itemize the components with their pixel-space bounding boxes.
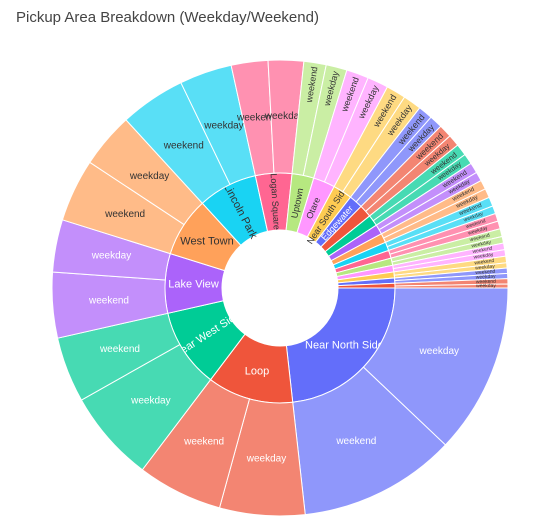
sector-label-austin-weekday: weekday bbox=[467, 225, 488, 236]
sector-label-near-west-side-weekend: weekend bbox=[99, 344, 140, 355]
sector-south-shore-weekday[interactable] bbox=[394, 283, 509, 289]
sector-label-lincoln-square-weekend: weekend bbox=[472, 246, 493, 256]
sector-label-loop-weekday: weekday bbox=[246, 453, 286, 464]
chart-title: Pickup Area Breakdown (Weekday/Weekend) bbox=[16, 9, 319, 26]
sector-label-lincoln-square-weekday: weekday bbox=[473, 252, 494, 261]
sector-label-lake-view-weekend: weekend bbox=[88, 296, 129, 307]
sector-label-logan-square: Logan Square bbox=[269, 173, 282, 230]
sector-label-irving-park-weekend: weekend bbox=[475, 269, 496, 277]
sector-label-rogers-park-weekday: weekday bbox=[475, 264, 496, 272]
sector-label-west-town-weekday: weekday bbox=[129, 171, 169, 182]
sector-label-west-town-weekend: weekend bbox=[104, 209, 145, 220]
sector-label-near-north-side-weekend: weekend bbox=[335, 436, 376, 447]
sector-label-lake-view: Lake View bbox=[168, 278, 219, 290]
sector-label-rogers-park-weekend: weekend bbox=[474, 258, 495, 266]
sector-label-near-west-side-weekday: weekday bbox=[130, 395, 170, 406]
sector-label-avondale-weekend: weekend bbox=[469, 233, 490, 244]
sector-label-lake-view-weekday: weekday bbox=[91, 251, 131, 262]
sector-label-loop-weekend: weekend bbox=[183, 436, 224, 447]
sector-label-near-north-side: Near North Side bbox=[305, 340, 384, 352]
sector-label-south-shore-weekend: weekend bbox=[476, 279, 496, 286]
sector-label-logan-square-weekend: weekend bbox=[236, 113, 277, 124]
sector-label-west-town: West Town bbox=[180, 236, 233, 248]
sector-label-lincoln-park-weekday: weekday bbox=[203, 120, 243, 131]
sector-label-lincoln-park-weekend: weekend bbox=[163, 141, 204, 152]
sector-label-south-shore-weekday: weekday bbox=[476, 283, 496, 289]
sector-label-loop: Loop bbox=[245, 365, 269, 377]
sector-label-avondale-weekday: weekday bbox=[471, 239, 492, 249]
sector-label-near-north-side-weekday: weekday bbox=[419, 346, 459, 357]
sector-label-logan-square-weekday: weekday bbox=[264, 111, 304, 122]
sector-label-irving-park-weekday: weekday bbox=[476, 274, 497, 281]
